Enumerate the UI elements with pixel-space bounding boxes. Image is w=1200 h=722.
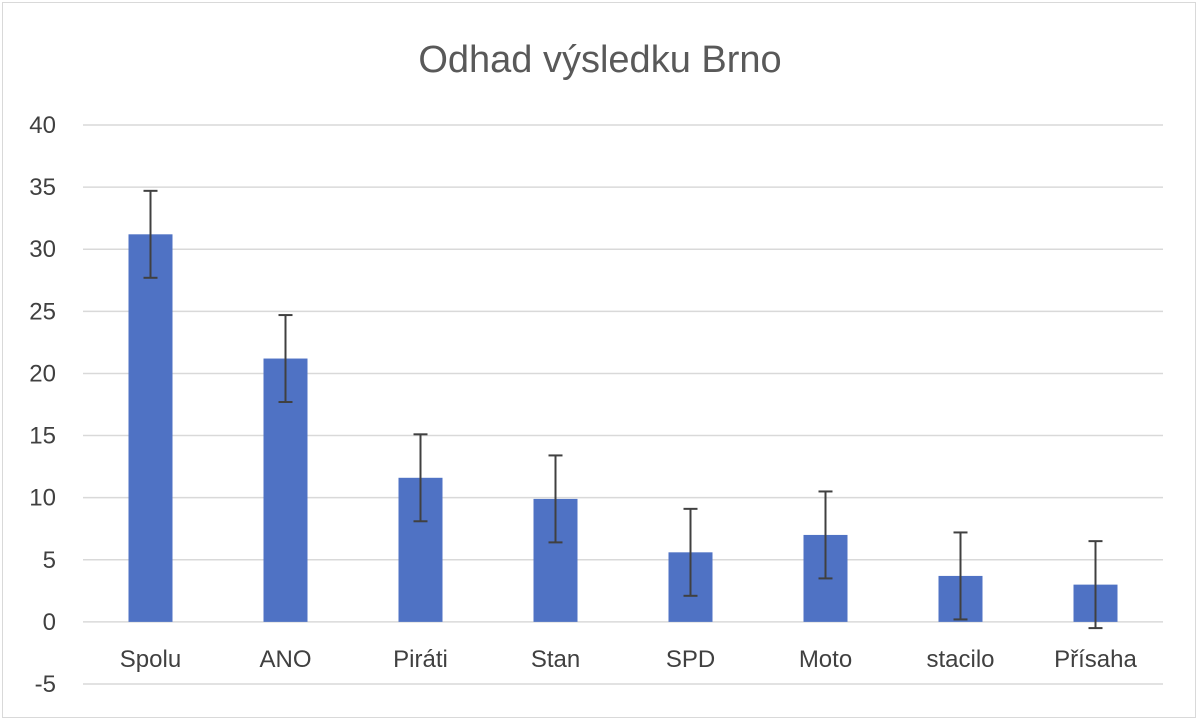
x-axis-labels: Spolu ANO Piráti Stan SPD Moto stacilo Přísaha xyxy=(120,646,1138,673)
category-label: stacilo xyxy=(926,646,994,673)
category-label: Piráti xyxy=(393,646,448,673)
gridlines xyxy=(83,124,1163,685)
y-tick-label: 10 xyxy=(29,485,56,512)
error-bars xyxy=(143,189,1103,630)
y-tick-label: 15 xyxy=(29,423,56,450)
y-axis-ticks: 40 35 30 25 20 15 10 5 0 -5 xyxy=(29,112,56,698)
error-bar xyxy=(1088,540,1103,630)
y-tick-label: 25 xyxy=(29,298,56,325)
bars xyxy=(128,234,1118,622)
error-bar xyxy=(143,189,158,279)
category-label: Stan xyxy=(531,646,580,673)
chart-title: Odhad výsledku Brno xyxy=(418,39,781,81)
category-label: SPD xyxy=(666,646,715,673)
error-bar xyxy=(413,433,428,523)
error-bar xyxy=(548,454,563,544)
category-label: Přísaha xyxy=(1054,646,1137,673)
y-tick-label: 35 xyxy=(29,174,56,201)
error-bar xyxy=(278,314,293,404)
error-bar xyxy=(683,507,698,597)
error-bar xyxy=(818,490,833,580)
y-tick-label: 5 xyxy=(43,547,56,574)
y-tick-label: 20 xyxy=(29,360,56,387)
category-label: Spolu xyxy=(120,646,181,673)
y-tick-label: -5 xyxy=(35,671,56,698)
y-tick-label: 40 xyxy=(29,112,56,139)
category-label: ANO xyxy=(259,646,311,673)
error-bar xyxy=(953,531,968,621)
y-tick-label: 30 xyxy=(29,236,56,263)
y-tick-label: 0 xyxy=(43,609,56,636)
category-label: Moto xyxy=(799,646,852,673)
bar xyxy=(128,234,173,622)
